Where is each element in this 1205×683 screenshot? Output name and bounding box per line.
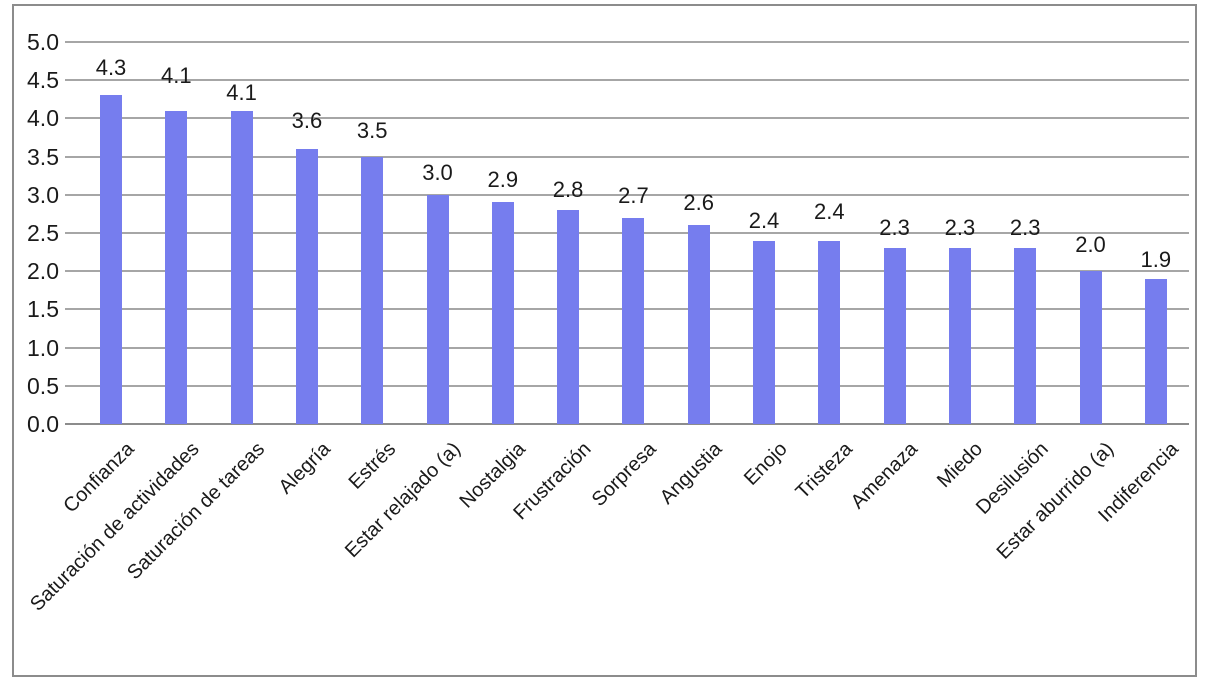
bar-value-label: 4.1: [161, 62, 192, 88]
bar: [1014, 248, 1037, 424]
gridline: [65, 155, 1189, 158]
bar: [622, 217, 645, 424]
bar: [1079, 271, 1102, 424]
bar: [818, 240, 841, 424]
bar-value-label: 3.6: [291, 107, 323, 133]
bar: [361, 156, 384, 424]
bar: [491, 202, 514, 424]
bar: [426, 194, 449, 424]
gridline: [65, 79, 1189, 82]
bar-value-label: 2.4: [814, 198, 845, 224]
y-axis-tick-label: 1.5: [27, 296, 59, 323]
bar: [948, 248, 971, 424]
bar-value-label: 2.0: [1075, 232, 1106, 258]
bar-value-label: 4.3: [95, 55, 127, 81]
bar: [557, 210, 580, 424]
bar-value-label: 2.6: [683, 190, 714, 216]
plot-area: 4.3 4.1 4.1 3.6 3.5 3.0 2.9 2.8 2.7 2.6 2.4 2.4 2.3 2…: [65, 41, 1189, 425]
bar-value-label: 2.7: [618, 182, 649, 208]
bar-value-label: 2.8: [552, 177, 584, 203]
bar: [1144, 278, 1167, 424]
y-axis-tick-label: 2.5: [27, 220, 59, 246]
bar-value-label: 2.3: [1009, 215, 1041, 241]
x-axis-line: [65, 423, 1189, 425]
bar: [100, 95, 122, 424]
y-axis-tick-label: 5.0: [27, 29, 59, 55]
bar-value-label: 2.9: [487, 167, 519, 193]
bar: [165, 110, 188, 424]
bar-value-label: 4.1: [226, 79, 257, 105]
gridline: [65, 117, 1189, 120]
bar-value-label: 2.3: [944, 215, 976, 241]
gridline: [65, 193, 1189, 196]
bar: [753, 240, 775, 424]
y-axis-tick-label: 2.0: [27, 258, 59, 285]
bar: [230, 110, 253, 424]
bar-value-label: 2.4: [748, 207, 780, 233]
bar: [295, 148, 318, 424]
y-axis-tick-label: 3.5: [27, 143, 59, 170]
y-axis-tick-label: 0.5: [27, 372, 59, 399]
bar-value-label: 3.0: [422, 159, 453, 185]
y-axis-tick-label: 0.0: [27, 411, 59, 437]
bar: [687, 225, 710, 424]
y-axis-tick-label: 1.0: [27, 334, 59, 361]
bar-value-label: 3.5: [356, 117, 388, 143]
gridline: [65, 41, 1189, 43]
bar: [883, 248, 906, 424]
chart-frame: [12, 4, 1197, 677]
bar-value-label: 1.9: [1140, 246, 1172, 272]
bar-value-label: 2.3: [879, 215, 910, 241]
y-axis-tick-label: 4.5: [27, 67, 59, 94]
y-axis-tick-label: 4.0: [27, 105, 59, 132]
y-axis-tick-label: 3.0: [27, 181, 59, 208]
